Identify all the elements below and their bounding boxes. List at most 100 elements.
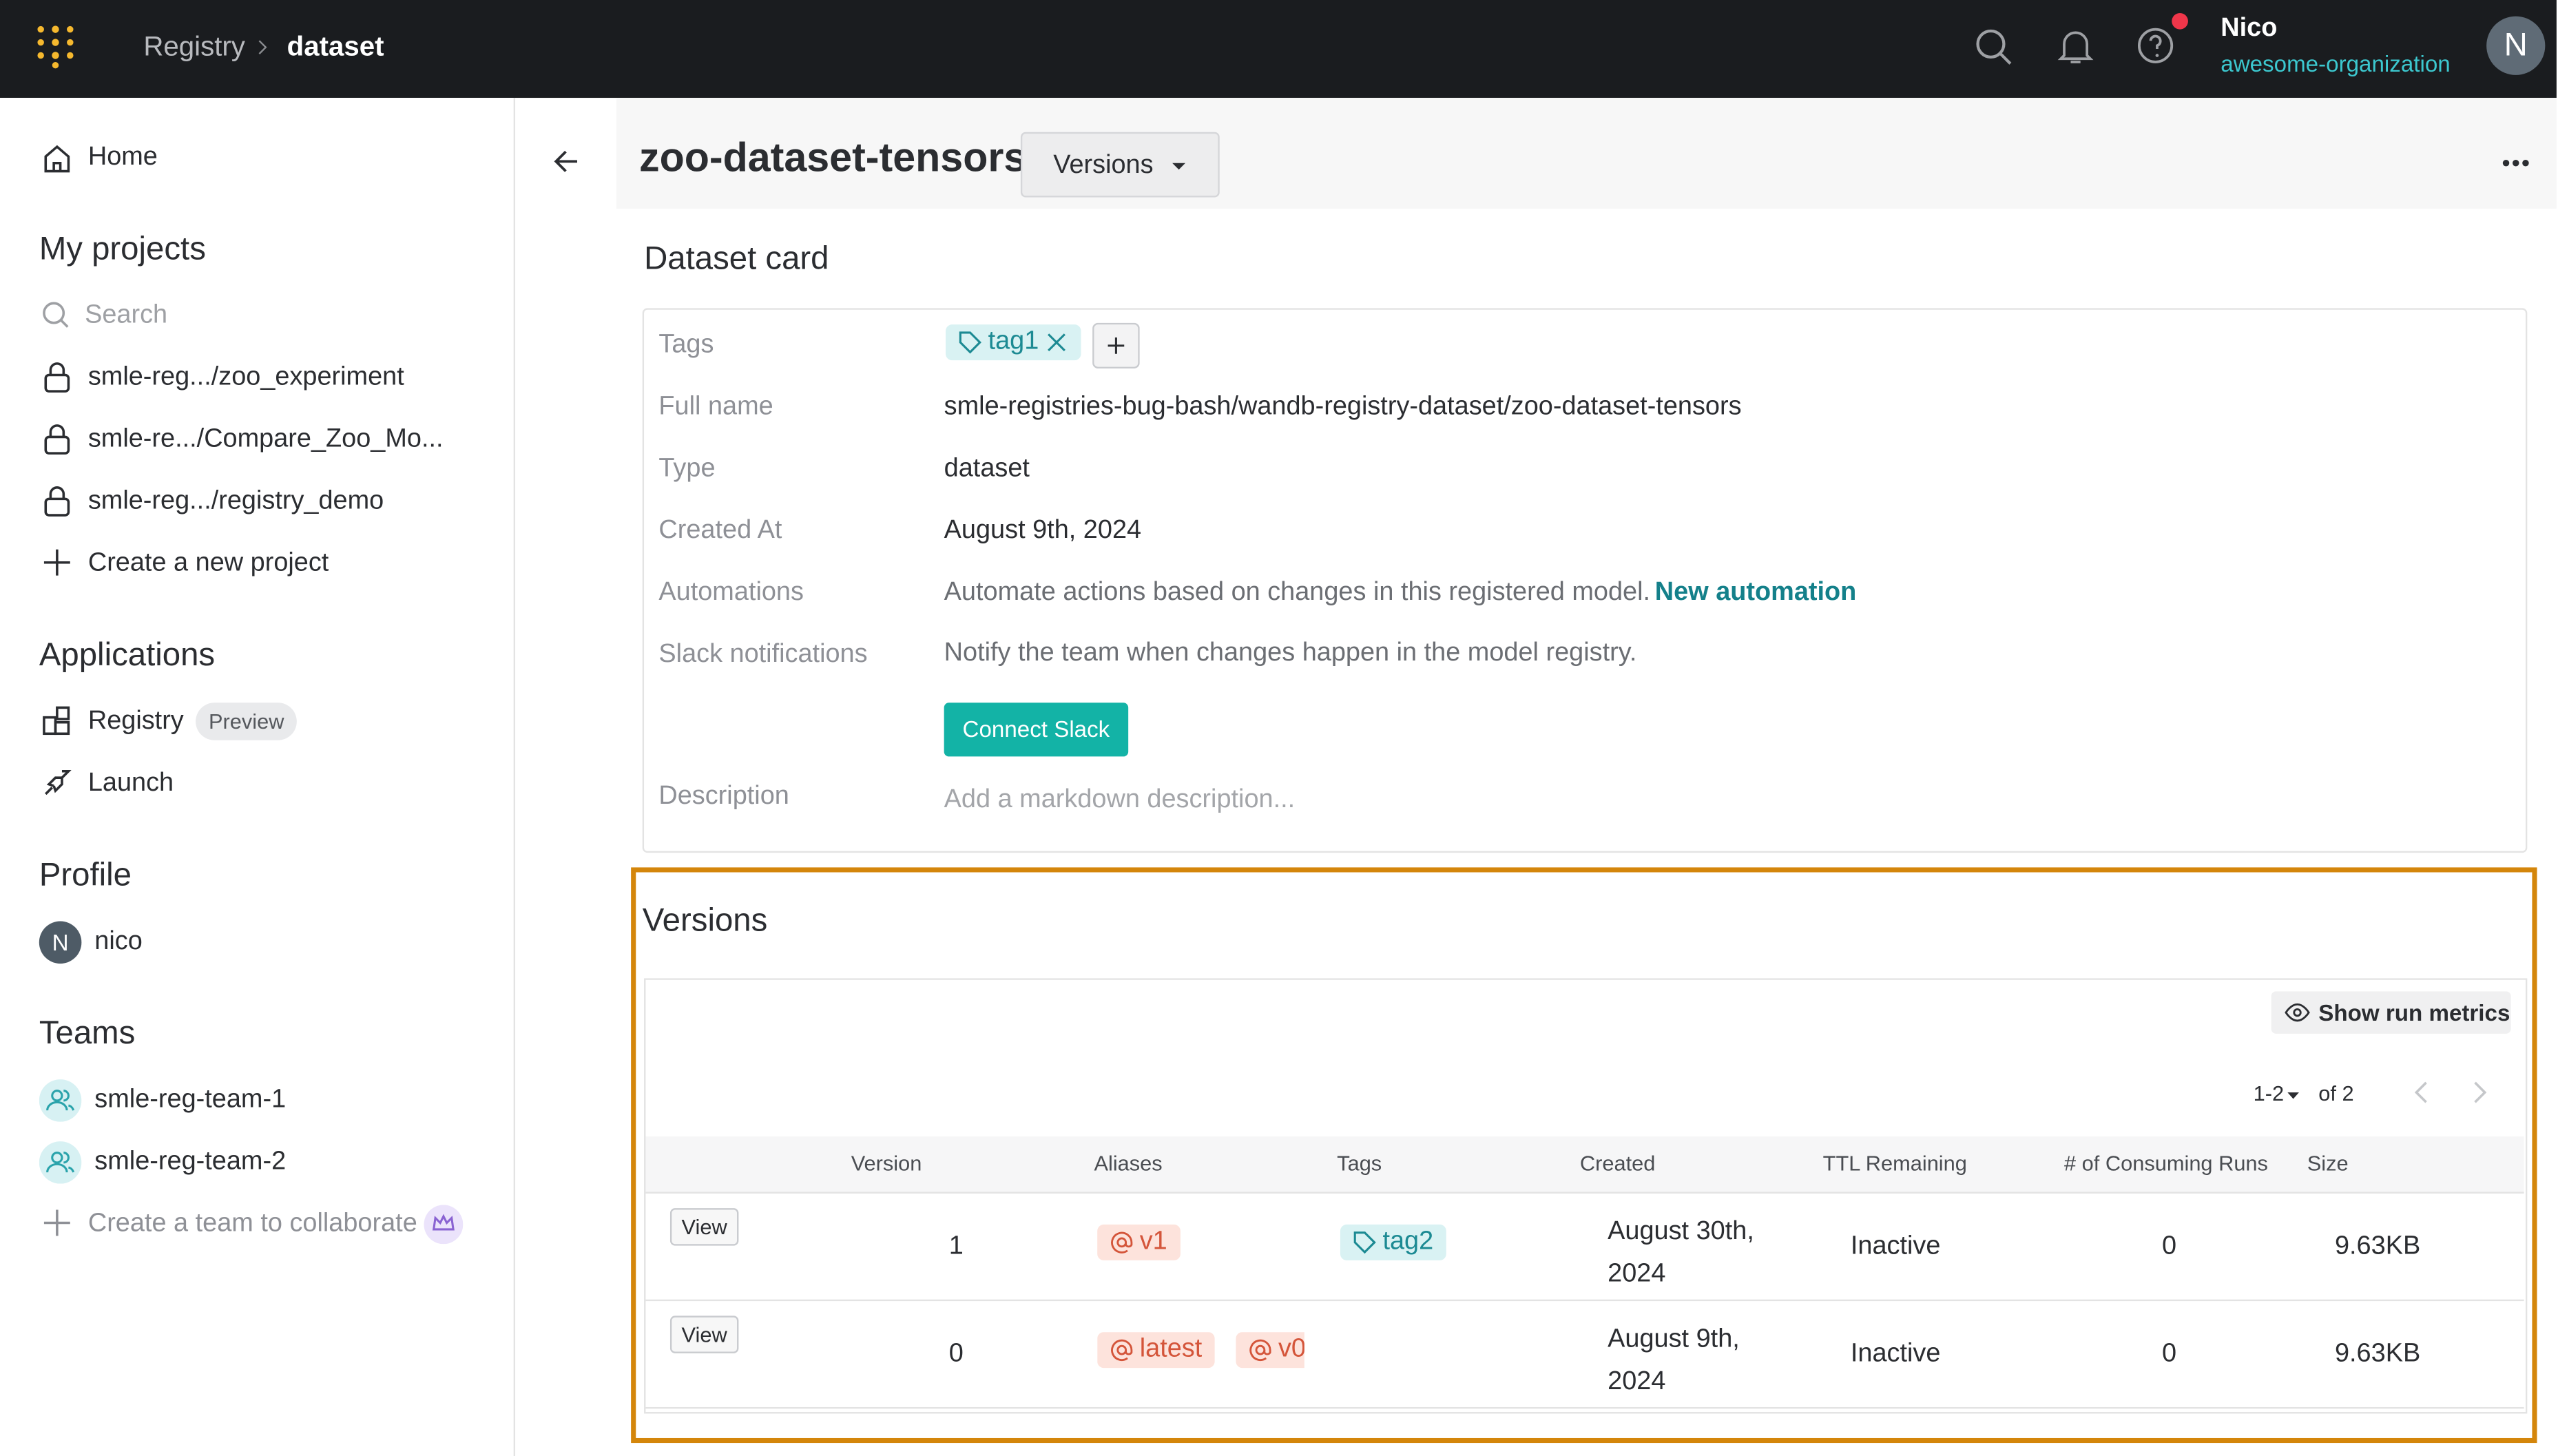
lock-icon <box>44 486 70 517</box>
alias-cell: latest v0 <box>1097 1332 1304 1381</box>
team-link[interactable]: smle-reg-team-2 <box>94 1147 287 1176</box>
cell-version: 1 <box>948 1232 964 1260</box>
cell-consuming-runs: 0 <box>2162 1232 2177 1260</box>
show-metrics-button[interactable]: Show run metrics <box>2271 991 2511 1034</box>
project-link[interactable]: smle-reg.../registry_demo <box>87 487 384 516</box>
team-icon <box>39 1079 82 1122</box>
field-value: Notify the team when changes happen in t… <box>944 638 1637 667</box>
description-input[interactable]: Add a markdown description... <box>944 786 1296 814</box>
section-title: Applications <box>39 637 216 674</box>
alias-icon <box>1249 1339 1271 1362</box>
tag-text: tag1 <box>988 327 1039 356</box>
alias-chip: latest <box>1097 1332 1216 1369</box>
eye-icon <box>2285 1003 2310 1022</box>
view-button[interactable]: View <box>669 1315 739 1353</box>
section-title: Versions <box>642 903 768 939</box>
create-team[interactable]: Create a team to collaborate <box>87 1209 417 1238</box>
row-divider <box>645 1299 2524 1302</box>
field-value: smle-registries-bug-bash/wandb-registry-… <box>944 393 1742 421</box>
cell-created: August 9th, 2024 <box>1608 1325 1740 1396</box>
cell-ttl: Inactive <box>1850 1232 1941 1260</box>
project-link[interactable]: smle-reg.../zoo_experiment <box>87 363 404 392</box>
search-icon[interactable] <box>1973 26 2015 69</box>
remove-tag[interactable] <box>1046 331 1068 354</box>
help-icon[interactable] <box>2132 10 2198 68</box>
view-dropdown[interactable]: Versions <box>1020 132 1220 198</box>
button-label: Show run metrics <box>2318 999 2510 1026</box>
column-header[interactable]: Size <box>2307 1151 2349 1176</box>
user-avatar[interactable]: N <box>2486 16 2546 75</box>
tag-chip: tag1 <box>946 324 1081 361</box>
column-header[interactable]: Created <box>1579 1151 1656 1176</box>
section-title: My projects <box>39 231 206 268</box>
app-link[interactable]: Registry <box>87 707 184 736</box>
alias-icon <box>1111 1231 1133 1254</box>
field-value: August 9th, 2024 <box>944 517 1142 545</box>
breadcrumb-link[interactable]: Registry <box>143 30 245 62</box>
tag-icon <box>1353 1231 1376 1254</box>
table-header <box>645 1136 2524 1194</box>
page-title: zoo-dataset-tensors <box>638 135 1027 181</box>
alias-icon <box>1111 1339 1133 1362</box>
field-label: Slack notifications <box>658 641 868 669</box>
cell-consuming-runs: 0 <box>2162 1340 2177 1369</box>
caret <box>2287 1092 2299 1099</box>
alias-text: v1 <box>1139 1227 1167 1256</box>
launch-icon <box>45 769 72 795</box>
alias-chip: v1 <box>1097 1224 1181 1260</box>
caret <box>1172 163 1186 170</box>
connect-slack-button[interactable]: Connect Slack <box>944 703 1129 757</box>
breadcrumb-separator <box>258 40 267 54</box>
column-header[interactable]: # of Consuming Runs <box>2064 1151 2268 1176</box>
cell-version: 0 <box>948 1340 964 1369</box>
create-project[interactable]: Create a new project <box>87 549 329 578</box>
add-tag-button[interactable] <box>1092 322 1140 369</box>
plus-icon <box>43 549 70 576</box>
versions-table <box>644 978 2528 1414</box>
tag-icon <box>959 331 981 354</box>
column-header[interactable]: TTL Remaining <box>1822 1151 1967 1176</box>
column-header[interactable]: Version <box>851 1151 922 1176</box>
title-bar <box>616 98 2557 209</box>
team-link[interactable]: smle-reg-team-1 <box>94 1085 287 1114</box>
lock-icon <box>44 424 70 455</box>
app-link[interactable]: Launch <box>87 769 174 798</box>
tag-text: tag2 <box>1382 1227 1434 1256</box>
field-label: Automations <box>658 579 804 607</box>
team-icon <box>39 1141 82 1184</box>
premium-icon <box>424 1205 464 1245</box>
plus-icon <box>43 1209 70 1236</box>
page-range[interactable]: 1-2 <box>2253 1081 2285 1106</box>
project-search[interactable]: Search <box>85 301 168 330</box>
more-menu[interactable] <box>2501 156 2533 169</box>
field-value: Automate actions based on changes in thi… <box>944 579 1651 607</box>
back-button[interactable] <box>551 145 583 178</box>
sidebar: Home My projects Search smle-reg.../zoo_… <box>0 98 516 1456</box>
column-header[interactable]: Aliases <box>1094 1151 1163 1176</box>
home-icon <box>44 145 70 173</box>
section-title: Teams <box>39 1015 136 1052</box>
profile-link[interactable]: nico <box>94 927 143 956</box>
field-value: dataset <box>944 455 1030 483</box>
cell-size: 9.63KB <box>2334 1232 2421 1260</box>
new-automation-link[interactable]: New automation <box>1654 579 1857 607</box>
organization-name[interactable]: awesome-organization <box>2221 50 2451 77</box>
registry-icon <box>43 706 70 736</box>
nav-home[interactable]: Home <box>87 143 158 171</box>
column-header[interactable]: Tags <box>1337 1151 1382 1176</box>
view-button[interactable]: View <box>669 1208 739 1246</box>
page-total: of 2 <box>2318 1081 2354 1106</box>
cell-ttl: Inactive <box>1850 1340 1941 1369</box>
pagination-arrows[interactable] <box>2410 1079 2491 1105</box>
alias-text: v0 <box>1278 1335 1304 1364</box>
dropdown-label: Versions <box>1053 152 1154 180</box>
profile-avatar: N <box>39 921 82 964</box>
notifications-icon[interactable] <box>2055 26 2097 69</box>
field-label: Description <box>658 782 789 811</box>
breadcrumb-current: dataset <box>287 30 384 62</box>
field-label: Created At <box>658 517 782 545</box>
project-link[interactable]: smle-re.../Compare_Zoo_Mo... <box>87 425 444 454</box>
cell-created: August 30th, 2024 <box>1608 1218 1754 1289</box>
alias-chip: v0 <box>1236 1332 1304 1369</box>
lock-icon <box>44 362 70 393</box>
